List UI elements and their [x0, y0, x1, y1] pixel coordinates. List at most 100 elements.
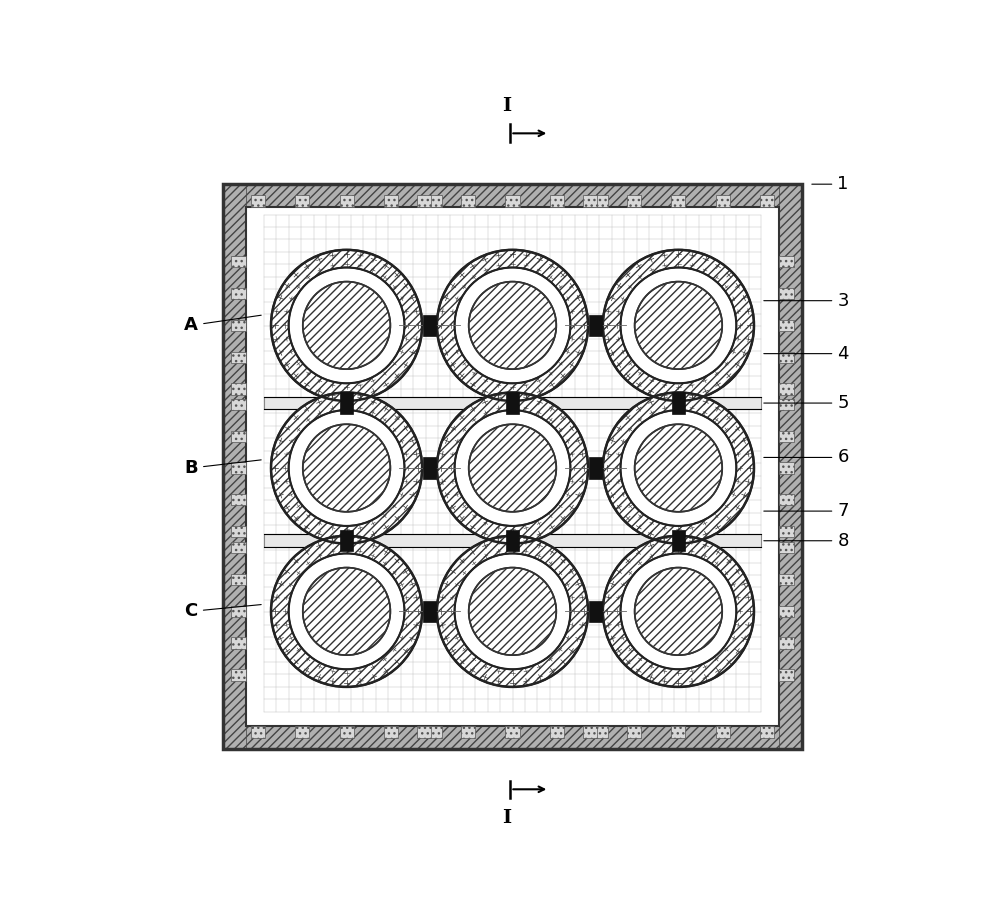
- Bar: [672, 530, 685, 551]
- Circle shape: [603, 392, 754, 544]
- Bar: [779, 399, 794, 410]
- Circle shape: [455, 268, 570, 383]
- Circle shape: [437, 536, 588, 687]
- Bar: [223, 184, 246, 749]
- Circle shape: [303, 568, 390, 655]
- Circle shape: [603, 249, 754, 401]
- Bar: [223, 184, 802, 206]
- Circle shape: [469, 282, 556, 370]
- Circle shape: [621, 268, 736, 383]
- Circle shape: [635, 282, 722, 370]
- Circle shape: [303, 425, 390, 512]
- Bar: [231, 637, 246, 649]
- Bar: [779, 256, 794, 268]
- Text: A: A: [184, 315, 261, 335]
- Circle shape: [635, 425, 722, 512]
- Bar: [223, 726, 802, 749]
- Bar: [779, 606, 794, 617]
- Bar: [779, 669, 794, 680]
- Bar: [223, 184, 802, 749]
- Text: 8: 8: [764, 532, 849, 550]
- Bar: [672, 392, 685, 414]
- Circle shape: [303, 282, 390, 370]
- Circle shape: [289, 410, 404, 526]
- Circle shape: [469, 425, 556, 512]
- Text: 5: 5: [764, 394, 849, 412]
- Bar: [589, 601, 602, 622]
- Bar: [231, 288, 246, 299]
- Bar: [505, 195, 520, 206]
- Bar: [264, 397, 761, 409]
- Text: 3: 3: [764, 292, 849, 310]
- Circle shape: [437, 249, 588, 401]
- Bar: [428, 726, 442, 738]
- Circle shape: [603, 536, 754, 687]
- Bar: [779, 320, 794, 331]
- Circle shape: [271, 392, 422, 544]
- Bar: [760, 195, 774, 206]
- Circle shape: [289, 268, 404, 383]
- Bar: [779, 431, 794, 442]
- Bar: [231, 574, 246, 585]
- Bar: [779, 542, 794, 554]
- Bar: [231, 669, 246, 680]
- Bar: [779, 288, 794, 299]
- Text: 6: 6: [764, 448, 849, 467]
- Text: I: I: [502, 809, 511, 827]
- Bar: [295, 195, 309, 206]
- Bar: [295, 726, 309, 738]
- Bar: [461, 726, 475, 738]
- Circle shape: [621, 554, 736, 669]
- Bar: [231, 494, 246, 505]
- Bar: [251, 195, 265, 206]
- Text: 1: 1: [812, 175, 849, 193]
- Bar: [231, 431, 246, 442]
- Bar: [231, 320, 246, 331]
- Bar: [384, 195, 398, 206]
- Circle shape: [603, 536, 754, 687]
- Bar: [231, 526, 246, 537]
- Bar: [461, 195, 475, 206]
- Bar: [671, 195, 685, 206]
- Circle shape: [621, 410, 736, 526]
- Circle shape: [271, 536, 422, 687]
- Bar: [231, 542, 246, 554]
- Bar: [340, 726, 354, 738]
- Bar: [779, 494, 794, 505]
- Circle shape: [455, 554, 570, 669]
- Bar: [340, 392, 353, 414]
- Bar: [550, 726, 564, 738]
- Bar: [779, 383, 794, 394]
- Bar: [779, 184, 802, 749]
- Circle shape: [469, 568, 556, 655]
- Bar: [231, 383, 246, 394]
- Bar: [506, 392, 519, 414]
- Bar: [428, 195, 442, 206]
- Bar: [417, 726, 431, 738]
- Bar: [231, 351, 246, 363]
- Bar: [550, 195, 564, 206]
- Bar: [223, 184, 802, 749]
- Bar: [716, 195, 730, 206]
- Circle shape: [271, 249, 422, 401]
- Bar: [779, 526, 794, 537]
- Bar: [760, 726, 774, 738]
- Bar: [583, 195, 597, 206]
- Text: I: I: [502, 97, 511, 115]
- Bar: [340, 195, 354, 206]
- Bar: [340, 530, 353, 551]
- Circle shape: [437, 536, 588, 687]
- Text: C: C: [185, 602, 261, 621]
- Bar: [231, 462, 246, 474]
- Bar: [384, 726, 398, 738]
- Bar: [779, 637, 794, 649]
- Circle shape: [271, 392, 422, 544]
- Bar: [779, 462, 794, 474]
- Bar: [779, 351, 794, 363]
- Circle shape: [437, 249, 588, 401]
- Bar: [264, 535, 761, 547]
- Bar: [423, 315, 436, 336]
- Bar: [506, 530, 519, 551]
- Bar: [594, 726, 608, 738]
- Bar: [779, 574, 794, 585]
